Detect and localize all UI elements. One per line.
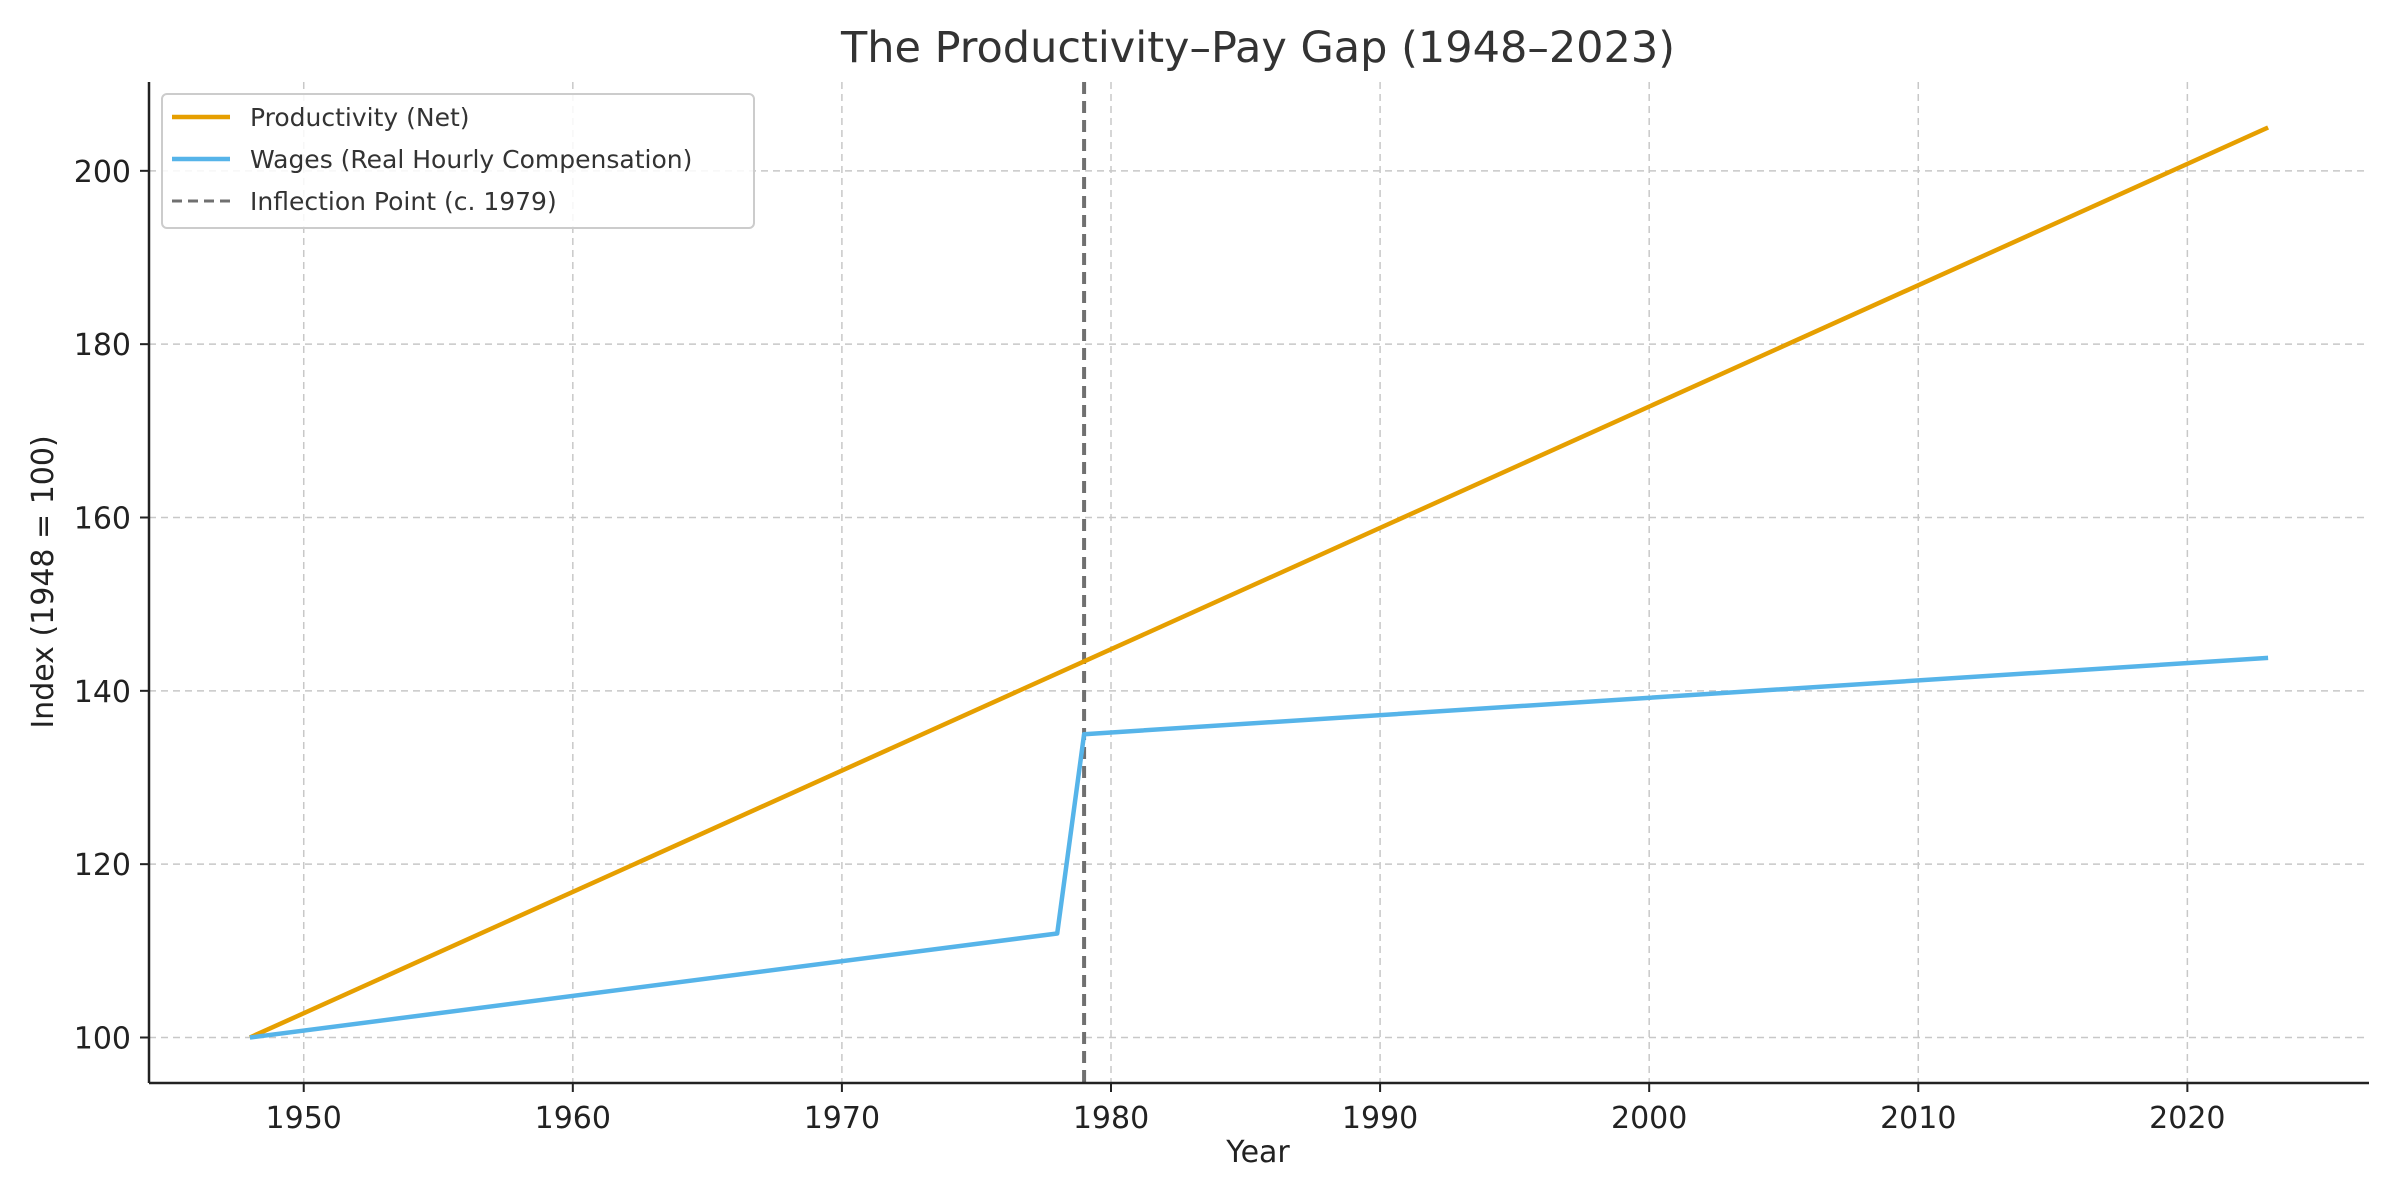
legend-label-productivity: Productivity (Net)	[250, 103, 470, 132]
x-tick-label: 1960	[535, 1101, 611, 1136]
y-tick-label: 160	[74, 502, 131, 537]
x-tick-label: 1990	[1342, 1101, 1418, 1136]
x-tick-label: 1980	[1073, 1101, 1149, 1136]
y-tick-label: 100	[74, 1022, 131, 1057]
chart-title: The Productivity–Pay Gap (1948–2023)	[840, 23, 1675, 73]
x-tick-label: 2000	[1611, 1101, 1687, 1136]
legend: Productivity (Net) Wages (Real Hourly Co…	[161, 93, 755, 229]
y-tick-label: 180	[74, 328, 131, 363]
series	[248, 125, 2270, 1040]
ticks: 1950 1960 1970 1980 1990 2000 2010 2020 100 120 14…	[74, 155, 2226, 1136]
y-tick-label: 200	[74, 155, 131, 190]
y-axis-label: Index (1948 = 100)	[26, 435, 61, 728]
legend-label-inflection: Inflection Point (c. 1979)	[250, 187, 557, 216]
x-tick-label: 1970	[804, 1101, 880, 1136]
x-tick-label: 2010	[1880, 1101, 1956, 1136]
legend-label-wages: Wages (Real Hourly Compensation)	[250, 145, 692, 174]
grid	[149, 82, 2369, 1083]
y-tick-label: 140	[74, 675, 131, 710]
wages-line	[249, 655, 2269, 1040]
legend-box	[161, 93, 755, 229]
x-tick-label: 1950	[266, 1101, 342, 1136]
x-axis-label: Year	[1225, 1135, 1290, 1170]
y-tick-label: 120	[74, 848, 131, 883]
productivity-line	[248, 125, 2270, 1040]
x-tick-label: 2020	[2149, 1101, 2225, 1136]
